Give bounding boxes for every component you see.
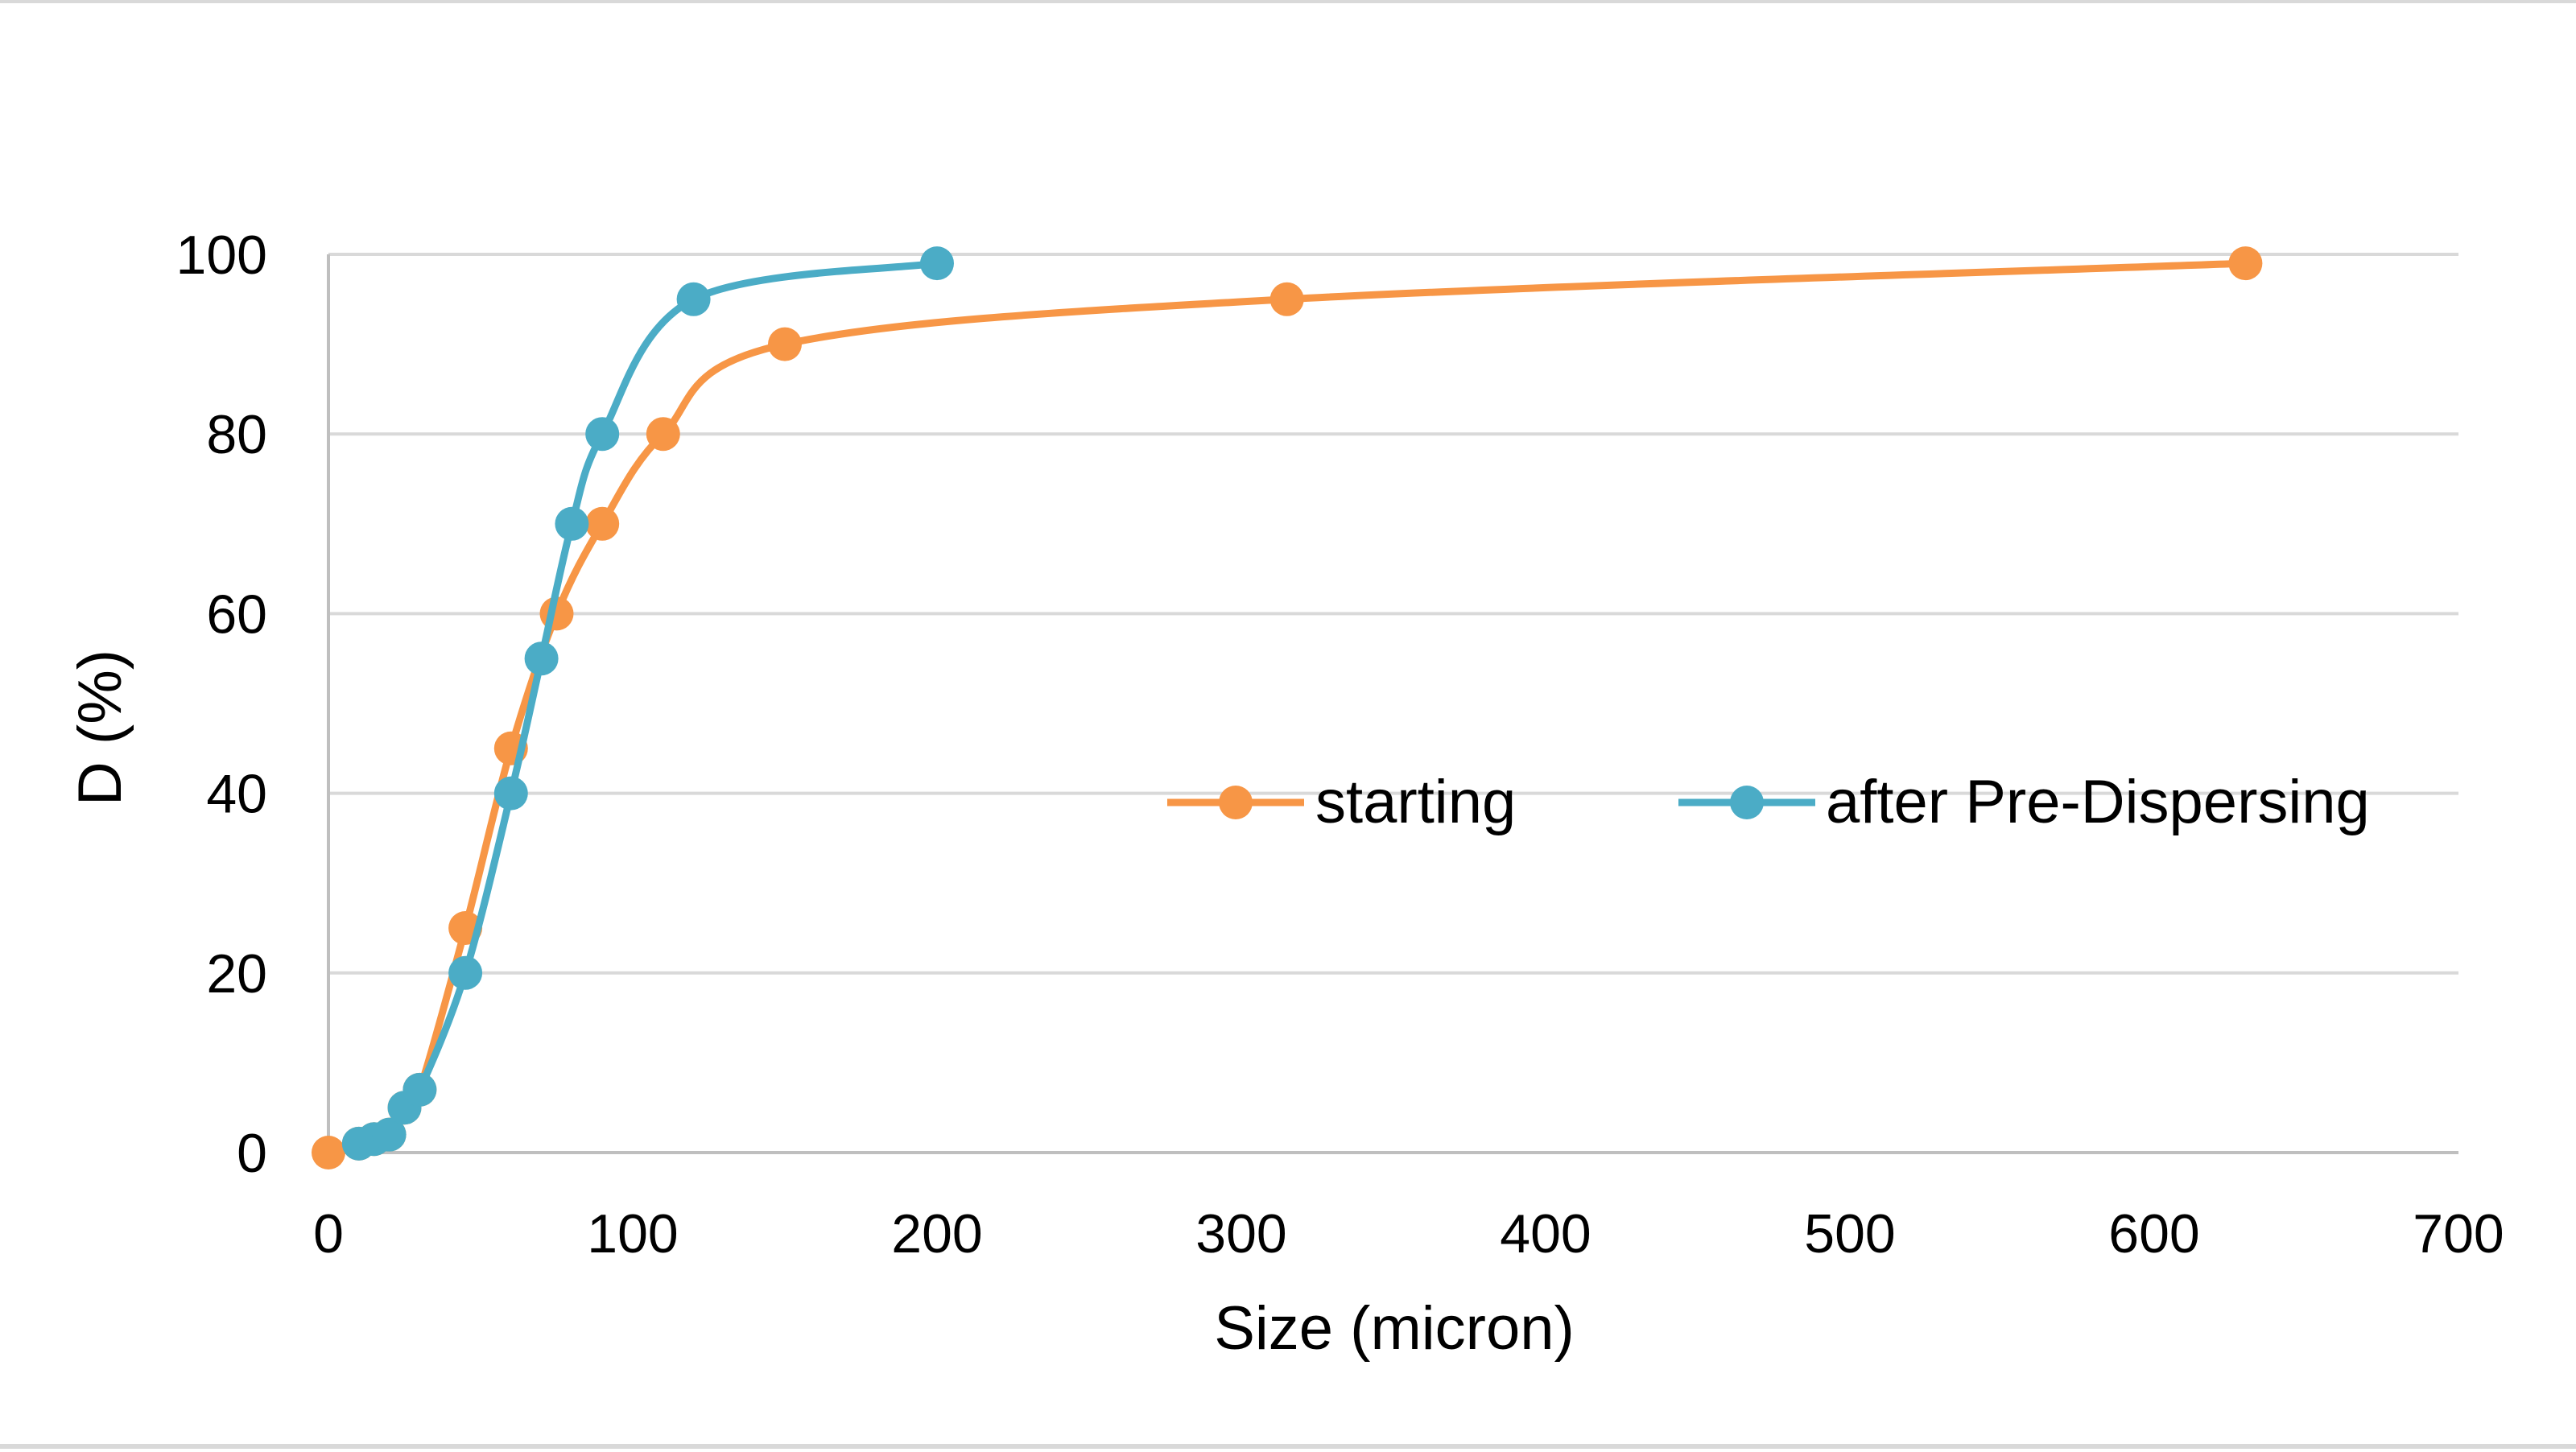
data-point-after-pre-dispersing xyxy=(555,506,589,541)
x-tick-label: 600 xyxy=(2108,1203,2199,1264)
data-point-starting xyxy=(585,506,620,541)
axes xyxy=(327,254,2458,1154)
data-point-after-pre-dispersing xyxy=(585,417,620,452)
y-tick-label: 0 xyxy=(237,1123,267,1184)
data-point-after-pre-dispersing xyxy=(402,1072,437,1107)
y-tick-label: 80 xyxy=(206,404,267,465)
x-tick-label: 500 xyxy=(1804,1203,1895,1264)
data-point-after-pre-dispersing xyxy=(493,776,528,811)
data-point-after-pre-dispersing xyxy=(372,1117,407,1152)
y-tick-label: 40 xyxy=(206,764,267,825)
y-axis-label: D (%) xyxy=(66,650,134,806)
series-starting xyxy=(312,246,2263,1169)
legend-label-starting: starting xyxy=(1315,768,1516,836)
legend-swatch-marker-after-pre-dispersing xyxy=(1730,786,1764,819)
data-point-starting xyxy=(2228,246,2263,281)
data-point-starting xyxy=(1269,282,1304,316)
x-tick-label: 400 xyxy=(1500,1203,1591,1264)
data-point-after-pre-dispersing xyxy=(920,246,954,281)
data-point-starting xyxy=(768,327,802,361)
legend: starting after Pre-Dispersing xyxy=(1167,768,2370,836)
x-tick-label: 300 xyxy=(1195,1203,1286,1264)
x-tick-label: 700 xyxy=(2413,1203,2504,1264)
y-tick-label: 100 xyxy=(176,225,267,286)
legend-swatch-marker-starting xyxy=(1219,786,1253,819)
y-tick-label: 60 xyxy=(206,584,267,645)
x-tick-labels: 0 100 200 300 400 500 600 700 xyxy=(313,1203,2504,1264)
y-tick-label: 20 xyxy=(206,943,267,1004)
data-point-after-pre-dispersing xyxy=(524,641,559,676)
series-layer xyxy=(312,246,2263,1169)
x-tick-label: 200 xyxy=(891,1203,982,1264)
data-point-after-pre-dispersing xyxy=(448,955,483,990)
series-after-pre-dispersing xyxy=(341,246,954,1161)
legend-label-after-pre-dispersing: after Pre-Dispersing xyxy=(1826,768,2370,836)
data-point-after-pre-dispersing xyxy=(676,282,711,316)
gridlines xyxy=(328,253,2458,975)
x-tick-label: 100 xyxy=(587,1203,678,1264)
x-axis-label: Size (micron) xyxy=(1214,1294,1575,1363)
data-point-starting xyxy=(646,417,680,452)
x-tick-label: 0 xyxy=(313,1203,344,1264)
line-chart: 0 20 40 60 80 100 0 100 200 300 400 500 600 700 D (%… xyxy=(66,225,2504,1363)
data-point-starting xyxy=(312,1136,345,1169)
y-tick-labels: 0 20 40 60 80 100 xyxy=(176,225,267,1184)
